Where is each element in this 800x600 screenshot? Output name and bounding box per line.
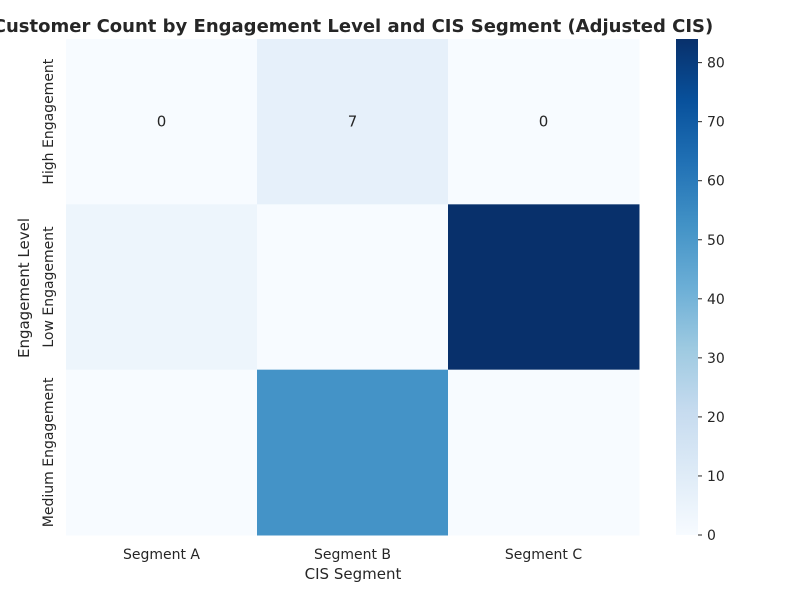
y-tick-label: Low Engagement [41,226,57,348]
x-tick-label: Segment B [314,547,391,563]
colorbar [676,39,698,535]
heatmap-cell [448,204,640,371]
x-tick-label: Segment C [505,547,582,563]
chart-title: Customer Count by Engagement Level and C… [0,16,713,37]
heatmap-cell [257,39,449,205]
y-tick-label: High Engagement [41,58,57,184]
colorbar-ticks: 0 10 20 30 40 50 60 70 80 [698,56,725,544]
colorbar-tick-label: 70 [707,115,725,131]
colorbar-tick-label: 30 [707,351,725,367]
heatmap-cell [257,204,449,371]
heatmap-cell [448,369,640,536]
cell-value-label: 0 [539,113,549,131]
cell-value-label: 7 [348,113,358,131]
heatmap-cell [257,369,449,536]
y-axis-label: Engagement Level [15,218,33,358]
colorbar-tick-label: 10 [707,469,725,485]
x-axis-label: CIS Segment [305,565,402,583]
colorbar-tick-label: 40 [707,292,725,308]
heatmap-cell [66,204,258,371]
heatmap-cell [448,39,640,205]
heatmap-cells [66,39,640,536]
colorbar-tick-label: 0 [707,528,716,544]
heatmap-cell [66,39,258,205]
x-tick-labels: Segment A Segment B Segment C [123,547,582,563]
colorbar-tick-label: 20 [707,410,725,426]
colorbar-tick-label: 80 [707,56,725,72]
colorbar-tick-label: 60 [707,174,725,190]
heatmap-annotations: 0 7 0 [157,113,549,131]
colorbar-tick-label: 50 [707,233,725,249]
heatmap-cell [66,369,258,536]
x-tick-label: Segment A [123,547,200,563]
cell-value-label: 0 [157,113,167,131]
y-tick-label: Medium Engagement [41,377,57,527]
y-tick-labels: High Engagement Low Engagement Medium Enga… [41,58,57,527]
